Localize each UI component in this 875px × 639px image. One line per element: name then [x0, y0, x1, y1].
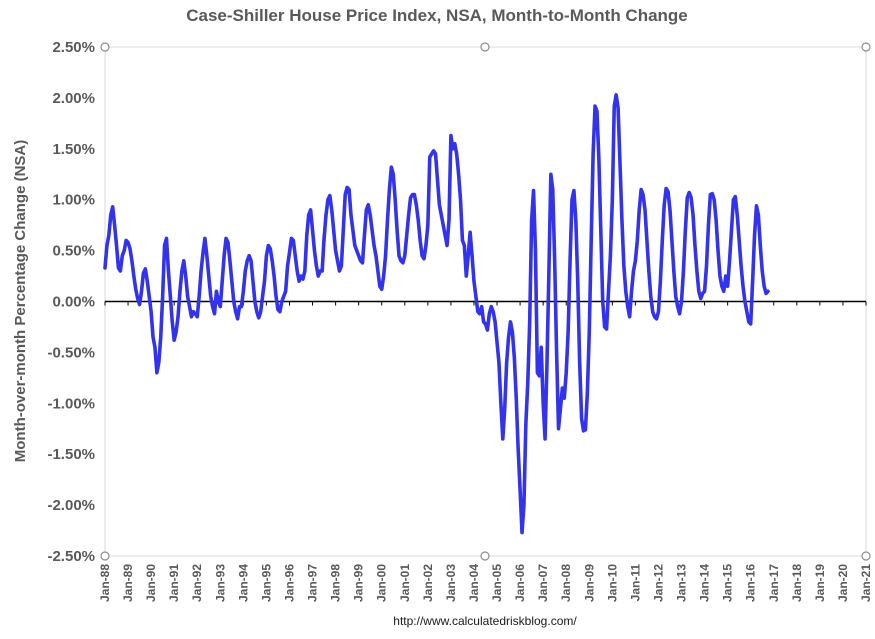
- x-tick-label: Jan-03: [444, 564, 458, 602]
- x-tick-label: Jan-06: [513, 564, 527, 602]
- x-tick-label: Jan-20: [836, 564, 850, 602]
- x-tick-label: Jan-10: [605, 564, 619, 602]
- y-tick-label: -2.50%: [47, 548, 95, 565]
- x-tick-label: Jan-99: [352, 564, 366, 602]
- x-tick-label: Jan-11: [628, 564, 642, 602]
- x-tick-label: Jan-14: [698, 564, 712, 602]
- x-tick-label: Jan-01: [398, 564, 412, 602]
- x-tick-label: Jan-89: [121, 564, 135, 602]
- x-tick-label: Jan-90: [144, 564, 158, 602]
- x-tick-label: Jan-13: [675, 564, 689, 602]
- y-tick-label: 0.50%: [52, 243, 95, 260]
- x-tick-label: Jan-95: [259, 564, 273, 602]
- y-tick-label: -0.50%: [47, 344, 95, 361]
- resize-handle-bottom-left[interactable]: [100, 551, 110, 561]
- x-tick-label: Jan-19: [813, 564, 827, 602]
- y-tick-label: 2.00%: [52, 90, 95, 107]
- chart-title: Case-Shiller House Price Index, NSA, Mon…: [186, 6, 688, 25]
- x-tick-label: Jan-91: [167, 564, 181, 602]
- x-tick-label: Jan-21: [859, 564, 873, 602]
- resize-handle-top-left[interactable]: [100, 42, 110, 52]
- y-tick-label: 1.50%: [52, 141, 95, 158]
- x-tick-label: Jan-17: [767, 564, 781, 602]
- y-tick-label: 2.50%: [52, 39, 95, 56]
- x-tick-label: Jan-09: [582, 564, 596, 602]
- x-tick-label: Jan-15: [721, 564, 735, 602]
- x-axis-tick-labels: Jan-88 Jan-89 Jan-90 Jan-91 Jan-92 Jan-93 Jan-…: [98, 564, 873, 602]
- x-tick-label: Jan-08: [559, 564, 573, 602]
- y-axis-label: Month-over-month Percentage Change (NSA): [12, 140, 29, 463]
- x-tick-label: Jan-05: [490, 564, 504, 602]
- resize-handle-bottom-middle[interactable]: [480, 551, 490, 561]
- x-tick-label: Jan-07: [536, 564, 550, 602]
- resize-handle-bottom-right[interactable]: [861, 551, 871, 561]
- x-tick-label: Jan-93: [213, 564, 227, 602]
- x-tick-label: Jan-16: [744, 564, 758, 602]
- x-tick-label: Jan-04: [467, 564, 481, 602]
- y-tick-label: 0.00%: [52, 294, 95, 311]
- x-tick-label: Jan-12: [651, 564, 665, 602]
- y-tick-label: -1.50%: [47, 446, 95, 463]
- y-tick-label: 1.00%: [52, 192, 95, 209]
- y-axis-tick-labels: 2.50% 2.00% 1.50% 1.00% 0.50% 0.00% -0.50% -1.0…: [47, 39, 95, 565]
- x-tick-label: Jan-97: [306, 564, 320, 602]
- x-tick-label: Jan-92: [190, 564, 204, 602]
- x-tick-label: Jan-00: [375, 564, 389, 602]
- y-tick-label: -2.00%: [47, 497, 95, 514]
- y-tick-label: -1.00%: [47, 395, 95, 412]
- x-tick-label: Jan-88: [98, 564, 112, 602]
- source-url: http://www.calculatedriskblog.com/: [393, 614, 577, 628]
- x-tick-label: Jan-94: [236, 564, 250, 602]
- x-tick-label: Jan-18: [790, 564, 804, 602]
- series-line-case-shiller-mom: [103, 93, 770, 535]
- x-tick-label: Jan-96: [282, 564, 296, 602]
- x-tick-label: Jan-02: [421, 564, 435, 602]
- x-tick-label: Jan-98: [329, 564, 343, 602]
- resize-handle-top-right[interactable]: [861, 42, 871, 52]
- resize-handle-top-middle[interactable]: [480, 42, 490, 52]
